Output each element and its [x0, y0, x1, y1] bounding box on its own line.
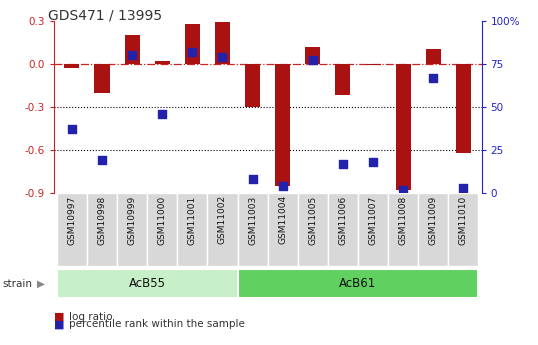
Point [218, 54, 227, 60]
FancyBboxPatch shape [448, 193, 478, 266]
Bar [426, 49, 441, 64]
Point [158, 111, 167, 117]
Text: GSM11009: GSM11009 [429, 195, 438, 245]
Bar [65, 64, 80, 68]
Point [98, 158, 107, 163]
Text: GSM11001: GSM11001 [188, 195, 197, 245]
Text: AcB55: AcB55 [129, 277, 166, 290]
Bar [245, 64, 260, 107]
Text: GSM11003: GSM11003 [248, 195, 257, 245]
FancyBboxPatch shape [267, 193, 298, 266]
Bar [215, 22, 230, 64]
Point [128, 52, 137, 58]
FancyBboxPatch shape [328, 193, 358, 266]
FancyBboxPatch shape [418, 193, 448, 266]
Bar [125, 35, 140, 64]
FancyBboxPatch shape [238, 269, 478, 298]
Text: GSM11006: GSM11006 [338, 195, 348, 245]
Text: GSM10997: GSM10997 [67, 195, 76, 245]
Text: GSM11007: GSM11007 [369, 195, 378, 245]
FancyBboxPatch shape [57, 193, 87, 266]
Bar [395, 64, 410, 190]
FancyBboxPatch shape [57, 269, 238, 298]
Text: strain: strain [3, 279, 33, 289]
Point [278, 184, 287, 189]
FancyBboxPatch shape [388, 193, 418, 266]
FancyBboxPatch shape [208, 193, 238, 266]
Bar [456, 64, 471, 153]
Point [369, 159, 377, 165]
Text: GSM11010: GSM11010 [459, 195, 468, 245]
Point [308, 58, 317, 63]
Text: GSM11002: GSM11002 [218, 195, 227, 245]
Point [459, 185, 468, 191]
Point [188, 49, 197, 55]
Text: GSM10998: GSM10998 [97, 195, 107, 245]
Text: GSM11000: GSM11000 [158, 195, 167, 245]
Text: ▶: ▶ [37, 279, 45, 289]
Bar [155, 61, 170, 64]
Point [249, 177, 257, 182]
Text: GDS471 / 13995: GDS471 / 13995 [48, 9, 162, 23]
Point [429, 75, 437, 80]
FancyBboxPatch shape [238, 193, 267, 266]
FancyBboxPatch shape [178, 193, 208, 266]
Point [68, 127, 76, 132]
FancyBboxPatch shape [87, 193, 117, 266]
Text: percentile rank within the sample: percentile rank within the sample [69, 319, 245, 329]
Text: GSM11008: GSM11008 [399, 195, 408, 245]
Point [399, 187, 407, 193]
Bar [365, 64, 380, 65]
FancyBboxPatch shape [117, 193, 147, 266]
Bar [335, 64, 350, 96]
Text: GSM11004: GSM11004 [278, 195, 287, 245]
Text: log ratio: log ratio [69, 312, 112, 322]
Text: GSM10999: GSM10999 [128, 195, 137, 245]
Text: ■: ■ [54, 312, 65, 322]
Bar [305, 47, 320, 64]
Text: GSM11005: GSM11005 [308, 195, 317, 245]
Bar [275, 64, 290, 186]
FancyBboxPatch shape [298, 193, 328, 266]
Text: ■: ■ [54, 319, 65, 329]
Bar [95, 64, 110, 92]
Bar [185, 23, 200, 64]
Text: AcB61: AcB61 [339, 277, 377, 290]
FancyBboxPatch shape [147, 193, 178, 266]
FancyBboxPatch shape [358, 193, 388, 266]
Point [338, 161, 347, 167]
